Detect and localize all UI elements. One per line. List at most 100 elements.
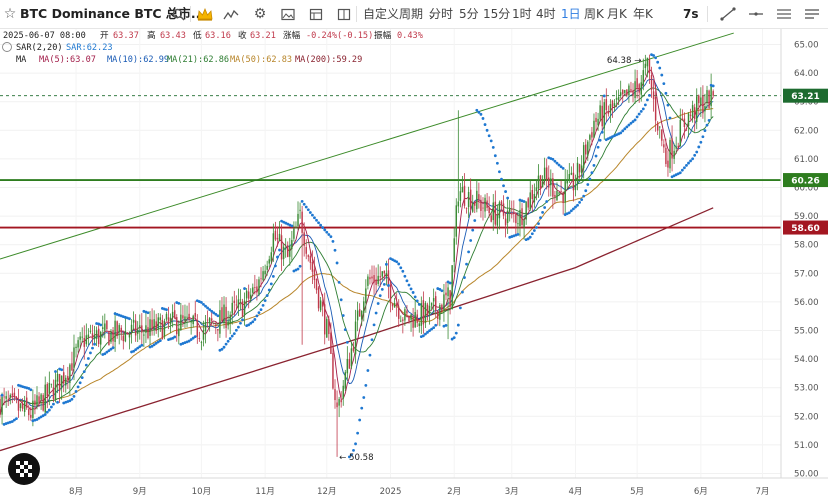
candle-body [710, 84, 712, 107]
candle-body [566, 179, 568, 184]
sar-dot [216, 314, 220, 318]
interval-tab[interactable]: 4时 [536, 7, 556, 21]
star-icon[interactable]: ☆ [3, 6, 17, 22]
interval-tab[interactable]: 5分 [459, 7, 479, 21]
interval-tab[interactable]: 15分 [483, 7, 511, 21]
candle [422, 291, 425, 334]
sar-dot [705, 123, 709, 127]
candle [424, 301, 427, 328]
sar-dot [136, 346, 140, 350]
candle [496, 204, 499, 235]
sar-dot [541, 210, 544, 214]
candle [358, 303, 361, 317]
candle-body [237, 299, 240, 308]
sar-dot [629, 121, 633, 125]
price-chart[interactable]: 64.38 → ← 50.58 65.00 64.00 63.00 62.00 61.00… [0, 29, 828, 501]
sar-dot [660, 73, 664, 77]
crown-icon[interactable] [196, 0, 214, 28]
symbol-title[interactable]: BTC Dominance BTC 总市... [20, 6, 206, 21]
horizontal-line-icon[interactable] [746, 0, 766, 28]
y-tick-label: 54.00 [794, 355, 819, 365]
y-tick-label: 55.00 [794, 327, 819, 337]
candle [297, 201, 299, 230]
sar-dot [417, 303, 421, 306]
interval-tab[interactable]: 周K [584, 7, 604, 21]
candle [406, 305, 408, 318]
candle [432, 288, 435, 313]
interval-tab[interactable]: 1时 [512, 7, 532, 21]
candle [36, 386, 38, 410]
sar-dot [253, 318, 257, 321]
candle-body [258, 279, 260, 295]
candle [83, 325, 85, 360]
candle-body [568, 174, 571, 182]
indicator-icon[interactable] [222, 0, 240, 28]
sar-dot [323, 228, 327, 232]
candle-body [496, 214, 499, 226]
candle-body [23, 400, 26, 413]
candle [118, 323, 120, 345]
candle-body [21, 403, 24, 409]
candle [301, 205, 303, 345]
candle [521, 203, 523, 228]
interval-tab[interactable]: 1日 [561, 7, 581, 21]
candle [356, 301, 359, 332]
sar-dot [177, 301, 181, 305]
sar-dot [477, 110, 481, 114]
candle [371, 265, 373, 284]
x-tick-label: 2025 [380, 487, 402, 497]
candle [99, 330, 102, 355]
candle [471, 194, 474, 213]
toggle-icon[interactable] [2, 42, 12, 52]
candle-body [256, 286, 258, 293]
layout-icon[interactable] [307, 0, 325, 28]
candle-body [128, 334, 131, 338]
candle [315, 278, 318, 294]
candle [321, 293, 324, 317]
sar-dot [428, 329, 431, 333]
candle [607, 105, 610, 117]
price-tag-label: 58.60 [791, 224, 819, 234]
candle [449, 289, 451, 315]
candle [418, 321, 421, 333]
x-tick-label: 8月 [69, 486, 83, 497]
candle [95, 326, 98, 346]
sar-dot [214, 312, 218, 316]
sar-dot [49, 405, 53, 409]
candle-body [373, 275, 375, 283]
candle [243, 292, 246, 326]
candle [0, 395, 1, 418]
candle [457, 110, 460, 214]
sar-dot [93, 342, 96, 346]
draw-line-icon[interactable] [718, 0, 738, 28]
parallel-lines-icon[interactable] [774, 0, 794, 28]
candle [128, 331, 131, 350]
sar-dot [500, 177, 503, 181]
candle [122, 332, 125, 350]
candle [519, 201, 521, 237]
candle-body [634, 81, 636, 99]
candle [180, 302, 182, 331]
sar-dot [699, 140, 703, 144]
gear-icon[interactable]: ⚙ [253, 6, 267, 22]
candle [256, 279, 258, 301]
sar-dot [685, 163, 688, 167]
interval-tab[interactable]: 分时 [429, 7, 454, 21]
sar-dot [341, 314, 345, 317]
interval-tab[interactable]: 年K [633, 7, 653, 21]
candle-body [681, 118, 684, 121]
snapshot-icon[interactable] [279, 0, 297, 28]
candle-body [208, 317, 211, 323]
custom-period-select[interactable]: 自定义周期 ⌄ [363, 7, 437, 21]
search-icon[interactable] [170, 0, 186, 28]
candle [529, 180, 531, 212]
split-layout-icon[interactable] [335, 0, 353, 28]
sar-dot [70, 397, 74, 401]
sar-dot [590, 171, 594, 175]
candle [706, 85, 708, 109]
candle-body [317, 287, 320, 309]
candle-body [252, 287, 254, 293]
candle-body [132, 319, 135, 323]
menu-icon[interactable] [802, 0, 822, 28]
interval-tab[interactable]: 月K [607, 7, 627, 21]
